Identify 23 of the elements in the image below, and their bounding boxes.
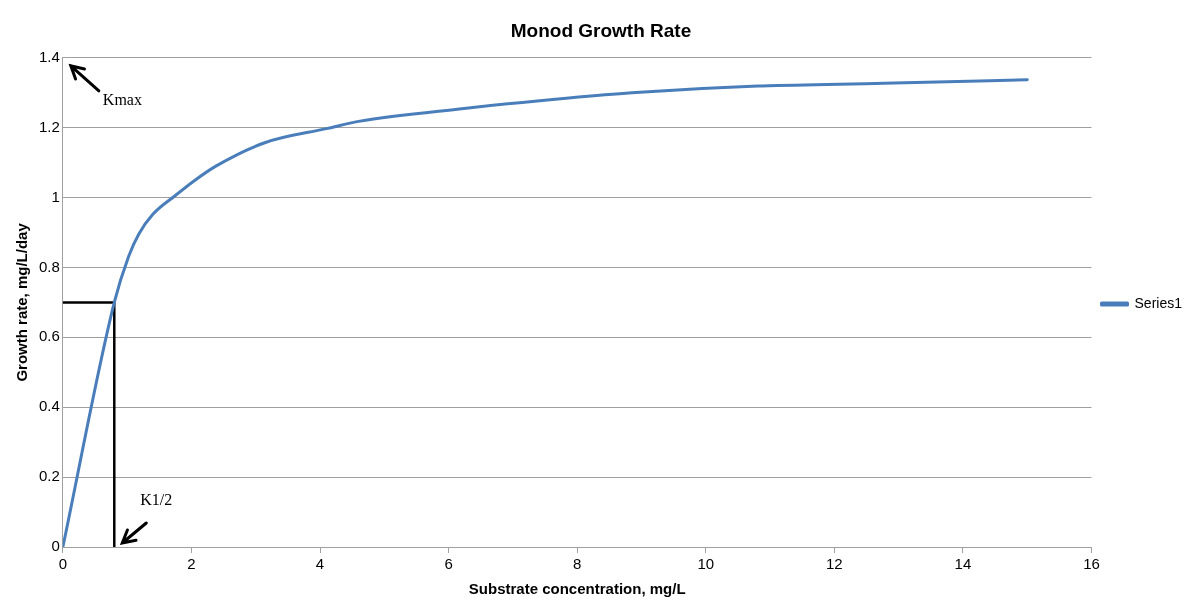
annotation: Kmax	[102, 91, 142, 108]
y-tick-label: 0.4	[38, 397, 60, 415]
x-tick-label: 14	[954, 555, 972, 573]
y-tick-label: 0.2	[38, 467, 60, 485]
legend-label: Series1	[1134, 294, 1183, 311]
chart-title: Monod Growth Rate	[510, 19, 692, 41]
x-tick-label: 4	[315, 555, 325, 573]
x-axis-title: Substrate concentration, mg/L	[468, 580, 686, 598]
annotation: K1/2	[140, 491, 173, 509]
x-tick-label: 16	[1083, 555, 1100, 573]
x-tick-label: 8	[573, 555, 582, 573]
x-tick-label: 6	[444, 555, 453, 573]
y-axis-title: Growth rate, mg/L/day	[13, 222, 31, 382]
x-tick-label: 10	[697, 555, 715, 573]
y-tick-label: 1	[51, 187, 60, 205]
line-series	[62, 78, 1029, 547]
y-tick-label: 1.4	[38, 47, 60, 65]
x-tick-label: 2	[187, 555, 196, 573]
y-tick-label: 1.2	[38, 117, 60, 135]
y-tick-label: 0	[51, 537, 60, 555]
y-tick-label: 0.6	[38, 327, 60, 345]
x-tick-label: 12	[826, 555, 843, 573]
y-tick-label: 0.8	[38, 257, 60, 275]
